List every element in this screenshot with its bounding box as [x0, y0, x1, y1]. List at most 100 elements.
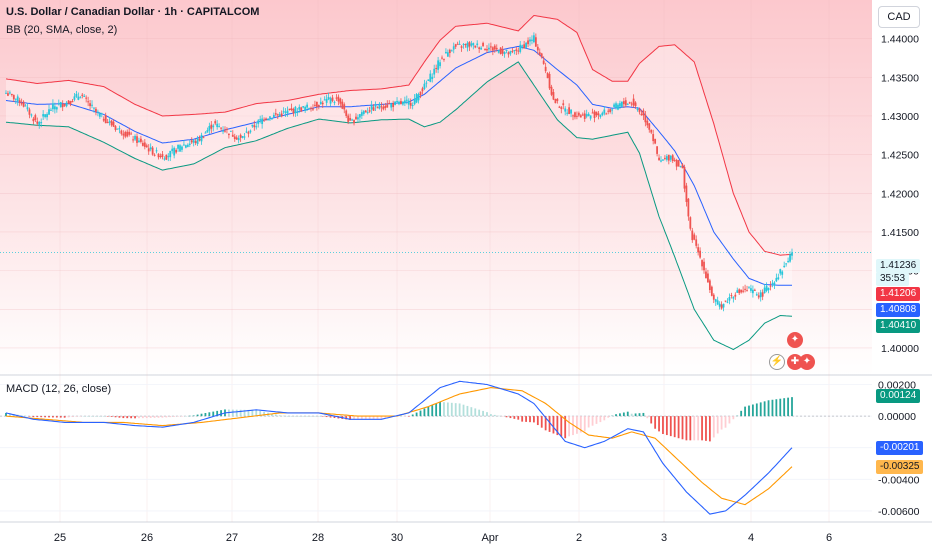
macd-axis-tick: -0.00600 [878, 506, 920, 518]
macd-histogram-bar [708, 416, 711, 442]
candle-body [701, 260, 703, 267]
candle-body [413, 98, 416, 105]
candle-body [667, 154, 670, 161]
candle-body [384, 105, 387, 108]
candle-body [390, 103, 393, 108]
macd-histogram-bar [486, 412, 488, 417]
macd-histogram-bar [759, 402, 762, 417]
candle-body [431, 76, 434, 80]
macd-histogram-bar [548, 416, 551, 432]
candle-body [787, 260, 789, 262]
macd-histogram-bar [419, 410, 422, 417]
macd-histogram-bar [634, 413, 637, 417]
candle-body [26, 107, 29, 110]
candle-body [175, 149, 178, 153]
macd-histogram-bar [24, 415, 27, 417]
candle-body [7, 93, 9, 96]
macd-histogram-bar [724, 416, 727, 428]
candle-body [609, 109, 612, 112]
macd-histogram-bar [689, 416, 692, 441]
candle-body [132, 139, 134, 141]
candle-body [482, 42, 484, 47]
currency-button[interactable]: CAD [878, 6, 920, 28]
candle-body [572, 115, 574, 117]
candle-body [231, 134, 234, 137]
candle-body [239, 134, 242, 138]
candle-body [419, 91, 422, 96]
candle-body [544, 66, 547, 72]
lightning-icon[interactable]: ⚡ [769, 354, 785, 370]
macd-histogram-bar [271, 413, 273, 417]
candle-body [136, 136, 138, 143]
candle-body [288, 108, 291, 111]
candle-body [636, 109, 639, 111]
macd-histogram-bar [505, 416, 508, 418]
candle-body [779, 269, 782, 274]
candle-body [67, 100, 70, 104]
macd-line [5, 380, 793, 515]
candle-body [179, 145, 181, 152]
candle-body [214, 121, 217, 124]
macd-histogram-bar [587, 416, 590, 428]
candle-body [259, 119, 262, 121]
candle-body [525, 42, 527, 48]
candle-body [91, 104, 93, 106]
candle-body [358, 114, 361, 118]
candle-body [409, 102, 412, 106]
candle-body [703, 261, 705, 271]
candle-body [665, 156, 668, 160]
candle-body [550, 86, 553, 95]
time-axis-tick: 27 [226, 532, 238, 544]
macd-histogram-bar [630, 413, 633, 417]
us-event-flag-icon[interactable]: ✦ [787, 332, 803, 348]
candle-body [435, 68, 438, 70]
macd-histogram-bar [118, 416, 121, 418]
macd-axis-tick: 0.00000 [878, 411, 916, 423]
candle-body [646, 120, 649, 126]
macd-histogram-bar [673, 416, 676, 438]
candle-body [171, 148, 174, 152]
candle-body [218, 126, 221, 128]
macd-histogram-bar [243, 409, 246, 417]
candle-body [87, 101, 90, 103]
candle-body [63, 103, 66, 106]
candle-body [513, 50, 516, 52]
macd-histogram-bar [114, 416, 117, 418]
macd-legend[interactable]: MACD (12, 26, close) [6, 383, 112, 395]
candle-body [249, 130, 252, 133]
candle-body [425, 82, 428, 84]
macd-histogram-bar [611, 415, 614, 417]
bb-legend[interactable]: BB (20, SMA, close, 2) [6, 24, 118, 36]
macd-histogram-bar [482, 410, 484, 417]
candle-body [642, 110, 645, 116]
candle-body [134, 135, 136, 140]
candle-body [439, 62, 441, 67]
macd-histogram-bar [294, 416, 297, 417]
candle-body [140, 138, 142, 142]
candle-body [32, 118, 35, 122]
macd-histogram-bar [685, 416, 688, 441]
candle-body [81, 94, 84, 96]
macd-histogram-bar [212, 411, 215, 417]
candle-body [445, 51, 447, 54]
candle-body [194, 141, 197, 144]
candle-body [718, 303, 721, 307]
candle-body [427, 79, 430, 81]
macd-histogram-bar [458, 403, 461, 417]
candle-body [126, 131, 129, 137]
candle-body [763, 287, 766, 294]
candle-body [46, 114, 48, 118]
macd-histogram-bar [638, 413, 641, 417]
candle-body [114, 126, 117, 130]
us-event-flag-icon-2[interactable]: ✦ [799, 354, 815, 370]
price-axis-tick: 1.41500 [881, 227, 919, 239]
candle-body [312, 108, 314, 110]
macd-histogram-bar [791, 397, 793, 417]
candle-body [415, 94, 418, 103]
candle-body [310, 107, 312, 109]
macd-histogram-bar [599, 416, 602, 423]
candle-body [364, 110, 367, 113]
macd-histogram-bar [603, 416, 606, 421]
